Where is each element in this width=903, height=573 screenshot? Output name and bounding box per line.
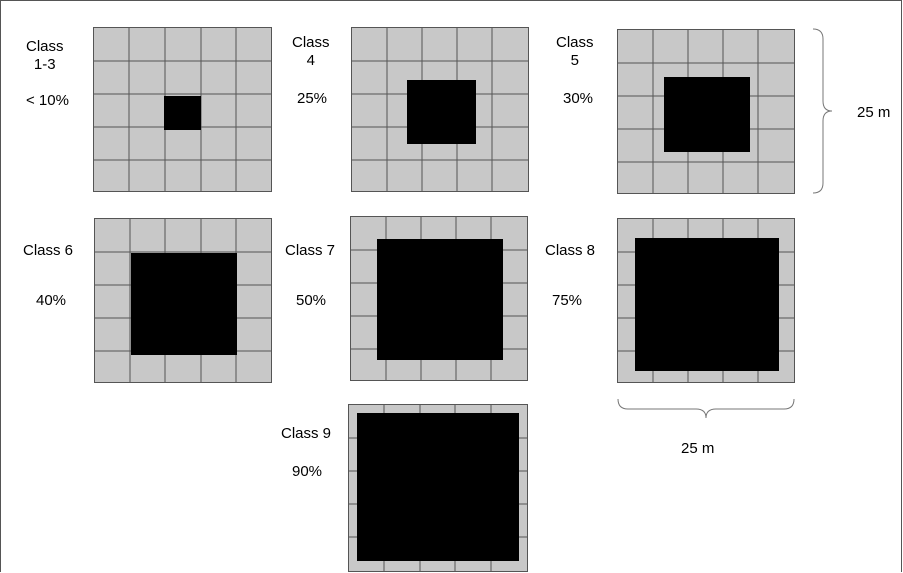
class-4-name-line1: Class xyxy=(292,34,330,51)
class-9-grid-svg xyxy=(349,405,527,571)
class-5-grid-svg xyxy=(618,30,794,193)
class-7-grid xyxy=(350,216,528,381)
class-8-label: Class 8 xyxy=(545,242,596,259)
horizontal-dimension-brace xyxy=(617,398,795,419)
class-8-cover xyxy=(635,238,779,371)
class-9-percent: 90% xyxy=(292,463,323,480)
class-1-3-grid-svg xyxy=(94,28,271,191)
vertical-dimension-brace xyxy=(812,28,833,194)
class-4-label: Class 4 xyxy=(292,34,330,70)
class-6-cover xyxy=(131,253,237,355)
class-5-name-line2: 5 xyxy=(570,52,579,69)
class-8-grid-svg xyxy=(618,219,794,382)
class-5-name-line1: Class xyxy=(556,34,594,51)
class-5-cover xyxy=(664,77,750,152)
class-4-grid-svg xyxy=(352,28,528,191)
class-1-3-name-line1: Class xyxy=(26,38,64,55)
class-1-3-grid xyxy=(93,27,272,192)
class-5-label: Class 5 xyxy=(556,34,594,70)
class-4-cover xyxy=(407,80,476,144)
class-7-cover xyxy=(377,239,503,360)
class-1-3-cover xyxy=(164,96,201,130)
class-6-grid xyxy=(94,218,272,383)
class-7-label: Class 7 xyxy=(285,242,336,259)
class-6-grid-svg xyxy=(95,219,271,382)
class-1-3-name-line2: 1-3 xyxy=(33,56,56,73)
class-1-3-percent: < 10% xyxy=(26,92,69,109)
class-1-3-label: Class 1-3 xyxy=(26,38,64,74)
class-8-grid xyxy=(617,218,795,383)
horizontal-dimension-label: 25 m xyxy=(681,440,715,457)
class-6-label: Class 6 xyxy=(23,242,74,259)
class-9-grid xyxy=(348,404,528,572)
vertical-dimension-label: 25 m xyxy=(857,104,891,121)
class-8-percent: 75% xyxy=(552,292,583,309)
class-6-percent: 40% xyxy=(36,292,67,309)
class-9-cover xyxy=(357,413,519,561)
class-7-percent: 50% xyxy=(296,292,327,309)
class-4-percent: 25% xyxy=(297,90,328,107)
class-5-grid xyxy=(617,29,795,194)
class-4-grid xyxy=(351,27,529,192)
class-4-name-line2: 4 xyxy=(306,52,315,69)
class-9-label: Class 9 xyxy=(281,425,332,442)
class-5-percent: 30% xyxy=(563,90,594,107)
class-7-grid-svg xyxy=(351,217,527,380)
